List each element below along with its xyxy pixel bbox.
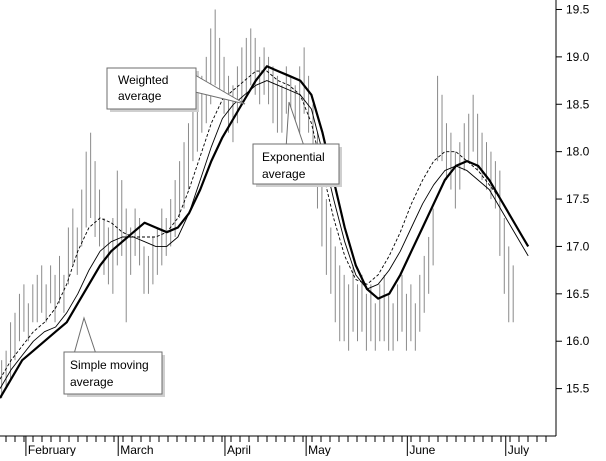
x-tick-label-5: July bbox=[508, 443, 529, 456]
simple-average-line bbox=[0, 80, 529, 389]
average-lines bbox=[0, 65, 530, 399]
y-axis: 15.5 16.0 16.5 17.0 17.5 18.0 18.5 19.0 19.5 bbox=[556, 2, 590, 396]
exponential-callout-box bbox=[252, 143, 340, 185]
exponential-callout-line-2: average bbox=[262, 167, 306, 181]
x-tick-label-0: February bbox=[28, 443, 76, 456]
simple-average-callout: Simple moving average bbox=[63, 316, 165, 397]
x-tick-label-1: March bbox=[120, 443, 153, 456]
simple-callout-line-2: average bbox=[70, 375, 114, 389]
y-tick-label-6: 18.5 bbox=[566, 97, 590, 111]
exponential-average-callout: Exponential average bbox=[252, 101, 342, 187]
y-tick-label-7: 19.0 bbox=[566, 50, 590, 64]
simple-callout-box bbox=[63, 351, 163, 395]
weighted-callout-box bbox=[106, 67, 197, 110]
simple-callout-line-1: Simple moving bbox=[70, 358, 149, 372]
x-tick-label-3: May bbox=[308, 443, 331, 456]
y-tick-label-2: 16.5 bbox=[566, 287, 590, 301]
y-tick-label-0: 15.5 bbox=[566, 382, 590, 396]
x-axis: February March April May June July bbox=[5, 436, 547, 457]
y-tick-label-8: 19.5 bbox=[566, 2, 590, 16]
weighted-average-line bbox=[0, 70, 529, 380]
weighted-average-callout: Weighted average bbox=[106, 67, 246, 112]
x-tick-label-4: June bbox=[409, 443, 435, 456]
y-tick-label-5: 18.0 bbox=[566, 145, 590, 159]
y-tick-label-1: 16.0 bbox=[566, 334, 590, 348]
exponential-callout-line-1: Exponential bbox=[262, 150, 325, 164]
weighted-callout-line-1: Weighted bbox=[118, 73, 168, 87]
weighted-callout-line-2: average bbox=[118, 89, 162, 103]
y-tick-label-4: 17.5 bbox=[566, 192, 590, 206]
exponential-average-line bbox=[0, 65, 530, 399]
y-tick-label-3: 17.0 bbox=[566, 239, 590, 253]
x-tick-label-2: April bbox=[227, 443, 251, 456]
